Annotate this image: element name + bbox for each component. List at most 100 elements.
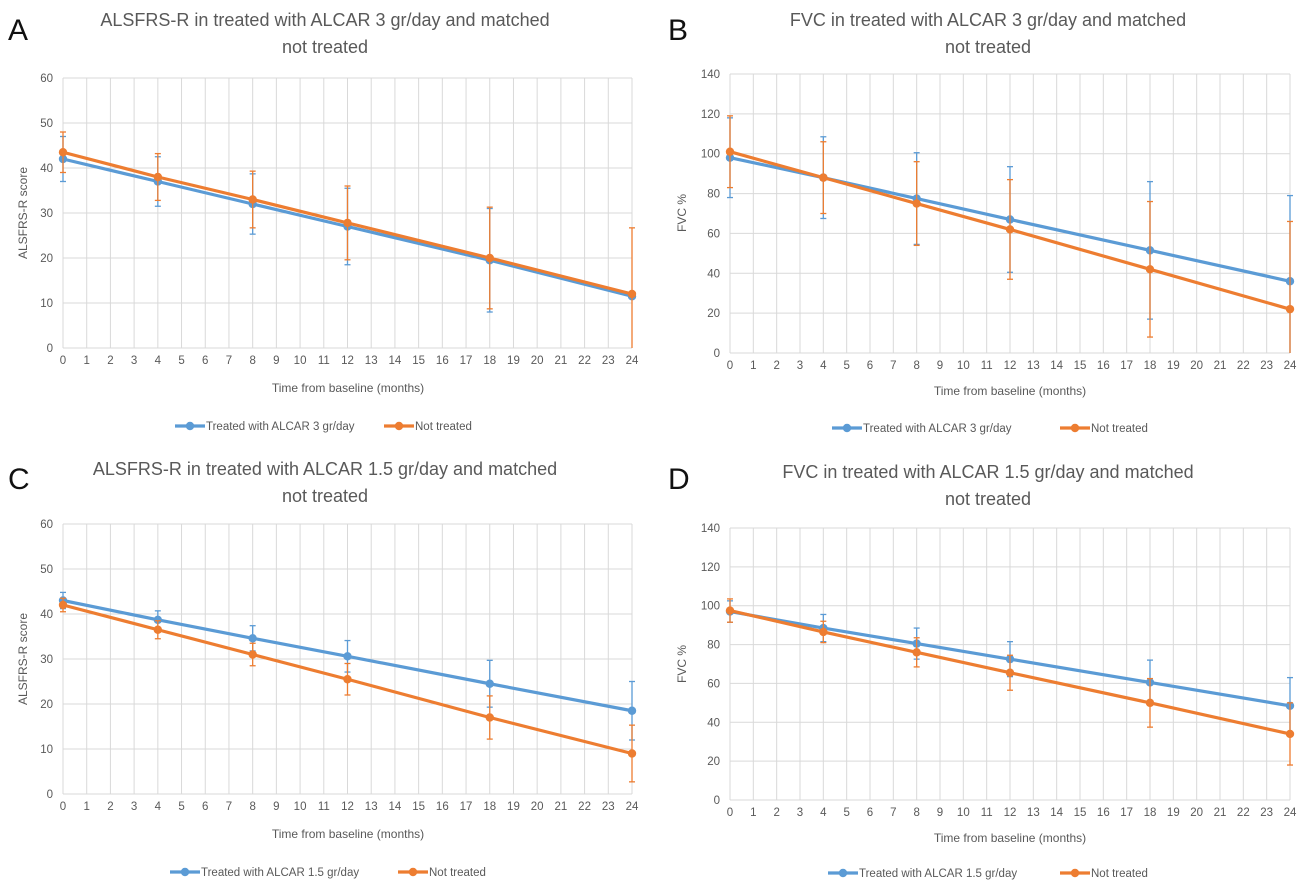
legend-swatch-marker (1070, 423, 1080, 433)
x-tick-label: 4 (820, 360, 827, 372)
x-tick-label: 23 (1260, 807, 1273, 819)
y-tick-label: 20 (707, 308, 720, 320)
chart-title-line: FVC in treated with ALCAR 1.5 gr/day and… (782, 462, 1193, 482)
y-axis-label: ALSFRS-R score (16, 613, 30, 705)
series-not-treated (725, 598, 1295, 766)
data-point (725, 147, 735, 156)
x-tick-label: 5 (843, 360, 849, 372)
y-tick-label: 40 (707, 717, 720, 729)
x-tick-label: 0 (60, 355, 66, 367)
y-axis-label: FVC % (675, 194, 689, 232)
y-tick-label: 40 (40, 609, 53, 621)
x-tick-label: 8 (913, 360, 919, 372)
data-point (1145, 265, 1155, 274)
y-tick-label: 30 (40, 654, 53, 666)
x-tick-label: 19 (507, 355, 520, 367)
data-point (343, 218, 352, 228)
x-tick-label: 20 (1190, 360, 1203, 372)
legend-label: Not treated (415, 421, 472, 433)
y-tick-label: 50 (40, 118, 53, 130)
x-tick-label: 1 (84, 801, 90, 813)
x-tick-label: 10 (294, 355, 307, 367)
x-tick-label: 4 (155, 801, 162, 813)
data-point (1285, 304, 1295, 314)
x-tick-label: 12 (341, 801, 354, 813)
x-tick-label: 7 (226, 355, 232, 367)
x-tick-label: 5 (178, 355, 184, 367)
y-axis-label: FVC % (675, 645, 689, 683)
x-tick-label: 15 (412, 801, 425, 813)
x-tick-label: 6 (867, 360, 873, 372)
x-tick-label: 6 (202, 355, 208, 367)
x-tick-label: 14 (389, 355, 402, 367)
x-tick-label: 21 (554, 801, 567, 813)
x-tick-label: 12 (341, 355, 354, 367)
x-axis-label: Time from baseline (months) (272, 827, 424, 841)
y-tick-label: 20 (40, 699, 53, 711)
data-point (1285, 729, 1295, 739)
y-tick-label: 120 (701, 109, 720, 121)
x-tick-label: 17 (460, 355, 473, 367)
x-tick-label: 8 (913, 807, 919, 819)
x-tick-label: 11 (981, 360, 993, 372)
data-point (627, 289, 637, 299)
x-tick-label: 17 (1120, 807, 1133, 819)
x-tick-label: 2 (107, 355, 113, 367)
y-tick-label: 30 (40, 208, 53, 220)
series-line (62, 598, 633, 713)
x-tick-label: 21 (1214, 807, 1227, 819)
x-tick-label: 5 (178, 801, 184, 813)
x-tick-label: 16 (1097, 360, 1110, 372)
x-tick-label: 24 (1284, 360, 1297, 372)
legend-label: Not treated (1091, 868, 1148, 880)
x-tick-label: 14 (1050, 360, 1063, 372)
series-line (729, 609, 1291, 708)
data-point (343, 652, 352, 661)
legend-swatch-marker (842, 423, 852, 433)
x-tick-label: 24 (626, 801, 639, 813)
data-point (725, 606, 735, 615)
legend-swatch-marker (185, 421, 195, 431)
x-tick-label: 23 (602, 355, 615, 367)
y-tick-label: 140 (701, 523, 720, 535)
x-axis-label: Time from baseline (months) (934, 384, 1086, 398)
x-tick-label: 4 (155, 355, 162, 367)
panel-letter: B (668, 14, 688, 47)
x-tick-label: 17 (460, 801, 473, 813)
x-tick-label: 8 (249, 355, 255, 367)
x-tick-label: 1 (84, 355, 90, 367)
data-point (248, 650, 257, 659)
y-tick-label: 20 (40, 253, 53, 265)
x-tick-label: 3 (797, 360, 803, 372)
x-tick-label: 9 (937, 360, 943, 372)
y-tick-label: 50 (40, 564, 53, 576)
data-point (912, 199, 921, 208)
legend: Treated with ALCAR 1.5 gr/day Not treated (828, 868, 1148, 880)
x-tick-label: 21 (1214, 360, 1227, 372)
legend: Treated with ALCAR 3 gr/day Not treated (832, 423, 1148, 435)
x-tick-label: 15 (412, 355, 425, 367)
series-line (62, 150, 633, 296)
x-tick-label: 20 (531, 801, 544, 813)
y-tick-label: 10 (40, 298, 53, 310)
data-point (343, 675, 352, 684)
legend-label: Treated with ALCAR 1.5 gr/day (859, 868, 1017, 880)
chart-title-line: FVC in treated with ALCAR 3 gr/day and m… (790, 10, 1186, 30)
data-point (248, 634, 257, 643)
x-tick-label: 19 (1167, 360, 1180, 372)
x-tick-label: 14 (1050, 807, 1063, 819)
x-tick-label: 22 (1237, 360, 1250, 372)
y-tick-label: 80 (707, 189, 720, 201)
x-tick-label: 20 (1190, 807, 1203, 819)
x-tick-label: 12 (1004, 807, 1017, 819)
x-tick-label: 7 (890, 807, 896, 819)
y-tick-label: 0 (714, 348, 720, 360)
x-tick-label: 17 (1120, 360, 1133, 372)
x-tick-label: 18 (483, 801, 496, 813)
x-tick-label: 14 (389, 801, 402, 813)
data-point (912, 648, 921, 657)
series-not-treated (58, 597, 637, 783)
chart-title-line: ALSFRS-R in treated with ALCAR 1.5 gr/da… (93, 459, 557, 479)
x-tick-label: 20 (531, 355, 544, 367)
